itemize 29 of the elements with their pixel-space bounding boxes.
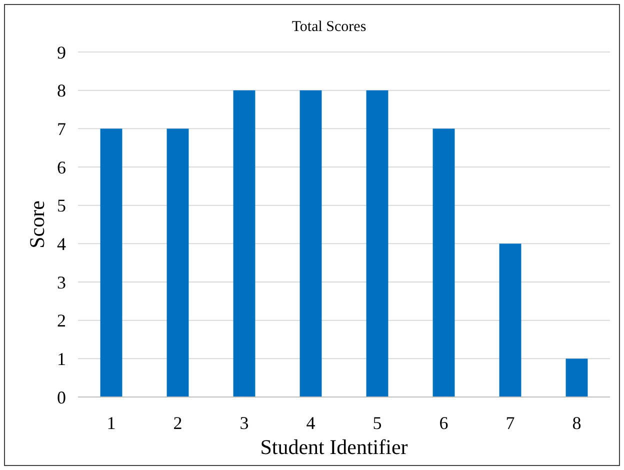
x-tick-label: 2	[173, 413, 182, 433]
y-tick-label: 7	[57, 118, 66, 139]
y-tick-label: 0	[57, 387, 66, 408]
bar	[566, 358, 588, 397]
y-tick-label: 5	[57, 196, 66, 216]
x-tick-label: 3	[240, 413, 249, 433]
x-tick-label: 4	[306, 413, 316, 433]
bar	[233, 90, 256, 397]
x-tick-label: 6	[439, 413, 448, 433]
y-tick-label: 8	[57, 80, 66, 101]
bar	[499, 244, 522, 397]
bar	[100, 128, 122, 397]
x-tick-label: 8	[572, 413, 582, 433]
x-tick-label: 1	[106, 413, 116, 433]
y-tick-label: 2	[57, 310, 66, 331]
y-tick-label: 4	[57, 234, 66, 254]
y-tick-label: 6	[57, 157, 66, 178]
x-axis-title: Student Identifier	[260, 435, 408, 459]
y-tick-label: 9	[57, 42, 66, 62]
bar	[300, 90, 322, 397]
x-tick-label: 7	[506, 413, 515, 433]
x-tick-label: 5	[372, 413, 382, 433]
bar	[166, 128, 189, 397]
bar	[432, 128, 455, 397]
y-tick-label: 1	[57, 348, 66, 369]
bar	[366, 90, 388, 397]
chart-title: Total Scores	[292, 19, 366, 35]
y-tick-label: 3	[57, 272, 66, 292]
y-axis-title: Score	[25, 200, 49, 248]
